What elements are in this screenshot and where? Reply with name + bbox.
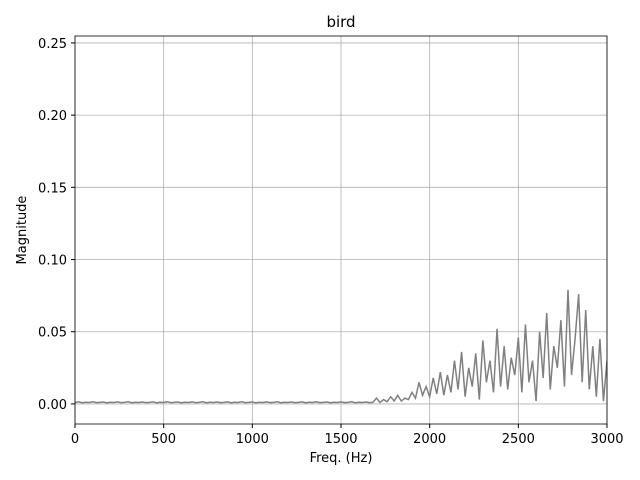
x-tick-label: 0: [71, 432, 79, 447]
plot-frame: [74, 35, 608, 425]
y-tick-label: 0.25: [38, 37, 67, 52]
x-axis-label: Freq. (Hz): [310, 451, 373, 466]
y-axis-label: Magnitude: [15, 196, 30, 265]
x-tick-label: 1500: [324, 432, 357, 447]
y-tick-label: 0.05: [38, 326, 67, 341]
x-tick-label: 1000: [236, 432, 269, 447]
y-tick-label: 0.15: [38, 181, 67, 196]
y-tick-label: 0.00: [38, 398, 67, 413]
x-tick-label: 500: [151, 432, 176, 447]
chart-title: bird: [326, 13, 355, 31]
y-tick-label: 0.20: [38, 109, 67, 124]
x-tick-label: 2500: [502, 432, 535, 447]
x-tick-label: 2000: [413, 432, 446, 447]
line: [75, 289, 607, 404]
y-tick-label: 0.10: [38, 254, 67, 269]
x-tick-label: 3000: [590, 432, 623, 447]
